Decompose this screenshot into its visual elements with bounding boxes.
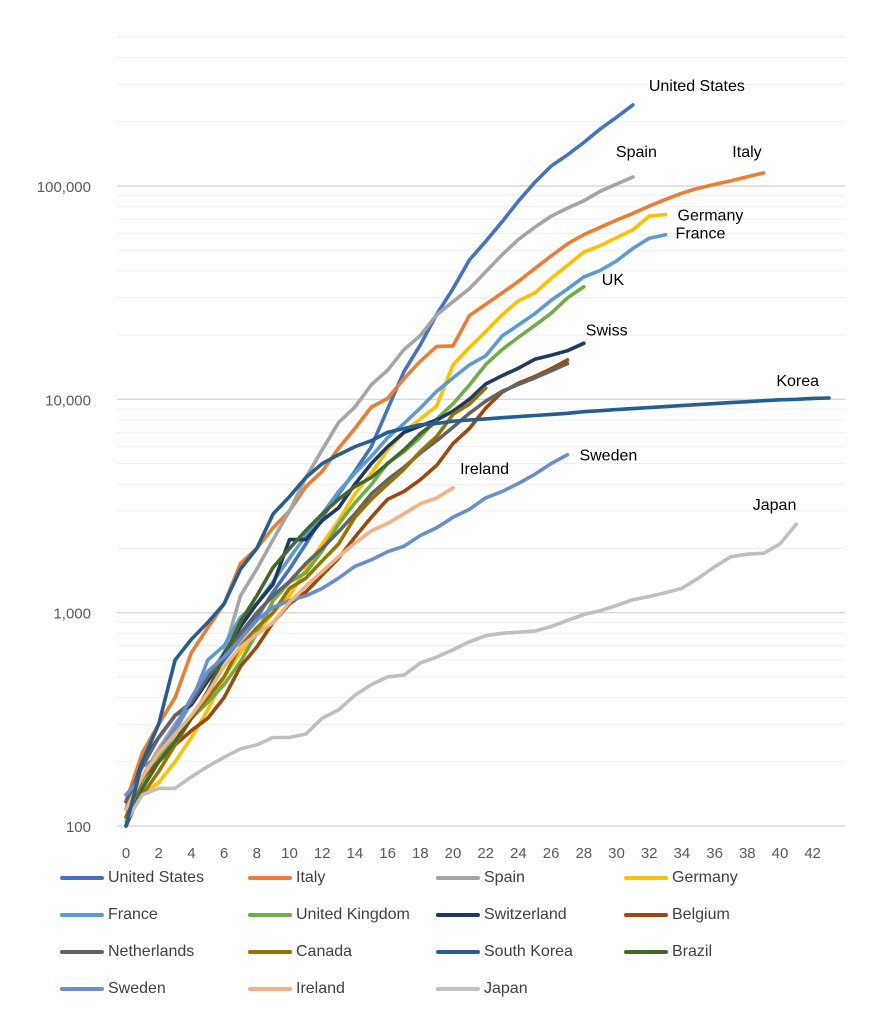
x-tick-label: 10 (281, 845, 298, 862)
series-line-netherlands (124, 361, 570, 804)
legend-item-brazil: Brazil (624, 940, 712, 964)
series-end-label-spain: Spain (616, 144, 657, 161)
series-layer (124, 103, 831, 828)
series-end-label-united-kingdom: UK (602, 272, 625, 289)
legend-swatch (60, 876, 104, 880)
series-line-italy (124, 171, 766, 804)
x-tick-label: 0 (122, 845, 130, 862)
legend-swatch (436, 876, 480, 880)
legend-swatch (436, 913, 480, 917)
x-tick-label: 26 (543, 845, 560, 862)
series-line-south-korea (124, 396, 831, 828)
legend-item-switzerland: Switzerland (436, 903, 567, 927)
legend-label: Belgium (672, 906, 730, 923)
legend-item-united-kingdom: United Kingdom (248, 903, 410, 927)
legend-label: South Korea (484, 943, 573, 960)
x-tick-label: 40 (772, 845, 789, 862)
legend-item-sweden: Sweden (60, 977, 166, 1001)
legend-swatch (624, 913, 668, 917)
legend-item-italy: Italy (248, 866, 325, 890)
series-end-label-sweden: Sweden (579, 448, 637, 465)
legend-swatch (248, 987, 292, 991)
legend-label: Switzerland (484, 906, 567, 923)
x-tick-label: 6 (220, 845, 228, 862)
series-end-label-switzerland: Swiss (586, 322, 628, 339)
legend-label: Japan (484, 980, 528, 997)
legend-label: Netherlands (108, 943, 195, 960)
legend-swatch (624, 950, 668, 954)
y-tick-label: 10,000 (45, 392, 91, 409)
x-tick-label: 2 (155, 845, 163, 862)
legend-item-japan: Japan (436, 977, 528, 1001)
grid-layer (117, 36, 845, 827)
legend-label: Germany (672, 869, 738, 886)
series-line-ireland (124, 486, 455, 811)
series-line-belgium (124, 358, 570, 819)
x-tick-label: 16 (379, 845, 396, 862)
x-tick-label: 32 (641, 845, 658, 862)
y-tick-label: 1,000 (53, 606, 91, 623)
legend-label: United States (108, 869, 205, 886)
x-tick-label: 8 (253, 845, 261, 862)
y-axis-ticks: 100 1,000 10,000 100,000 (37, 179, 91, 836)
legend-item-netherlands: Netherlands (60, 940, 194, 964)
legend-label: Sweden (108, 980, 166, 997)
x-tick-label: 38 (739, 845, 756, 862)
x-tick-label: 28 (575, 845, 592, 862)
x-tick-label: 18 (412, 845, 429, 862)
series-line-united-kingdom (124, 285, 586, 819)
legend-item-spain: Spain (436, 866, 525, 890)
series-end-label-italy: Italy (732, 144, 761, 161)
series-line-sweden (124, 452, 570, 797)
legend-swatch (248, 913, 292, 917)
legend-item-canada: Canada (248, 940, 352, 964)
legend-swatch (248, 876, 292, 880)
legend-swatch (436, 987, 480, 991)
legend-swatch (248, 950, 292, 954)
series-end-label-ireland: Ireland (460, 461, 509, 478)
legend-label: United Kingdom (296, 906, 410, 923)
legend-label: France (108, 906, 158, 923)
x-tick-label: 4 (187, 845, 195, 862)
series-end-label-japan: Japan (753, 497, 797, 514)
legend-swatch (436, 950, 480, 954)
legend-swatch (60, 913, 104, 917)
x-tick-label: 14 (347, 845, 364, 862)
x-tick-label: 34 (674, 845, 691, 862)
series-end-label-united-states: United States (649, 78, 745, 95)
legend-item-south-korea: South Korea (436, 940, 573, 964)
x-tick-label: 24 (510, 845, 527, 862)
legend-swatch (624, 876, 668, 880)
series-end-label-germany: Germany (678, 208, 744, 225)
legend-item-belgium: Belgium (624, 903, 730, 927)
legend-label: Italy (296, 869, 326, 886)
y-tick-label: 100 (66, 819, 91, 836)
series-end-label-france: France (676, 226, 726, 243)
series-end-label-south-korea: Korea (776, 373, 819, 390)
x-tick-label: 42 (804, 845, 821, 862)
series-line-germany (124, 212, 668, 819)
y-tick-label: 100,000 (37, 179, 91, 196)
legend-label: Spain (484, 869, 525, 886)
x-tick-label: 36 (706, 845, 723, 862)
x-axis-ticks: 0 2 4 6 8 10 12 14 16 18 20 22 24 26 28 30 32 34 36 38 40 42 (122, 845, 821, 862)
legend-item-france: France (60, 903, 158, 927)
legend-label: Canada (296, 943, 353, 960)
legend-label: Brazil (672, 943, 713, 960)
series-line-switzerland (124, 341, 586, 811)
legend-item-ireland: Ireland (248, 977, 345, 1001)
legend-swatch (60, 950, 104, 954)
x-tick-label: 12 (314, 845, 331, 862)
legend-item-germany: Germany (624, 866, 738, 890)
series-line-brazil (124, 419, 439, 828)
legend-item-united-states: United States (60, 866, 204, 890)
x-tick-label: 30 (608, 845, 625, 862)
legend-label: Ireland (296, 980, 345, 997)
x-tick-label: 22 (477, 845, 494, 862)
x-tick-label: 20 (445, 845, 462, 862)
series-line-japan (124, 522, 799, 824)
legend-swatch (60, 987, 104, 991)
